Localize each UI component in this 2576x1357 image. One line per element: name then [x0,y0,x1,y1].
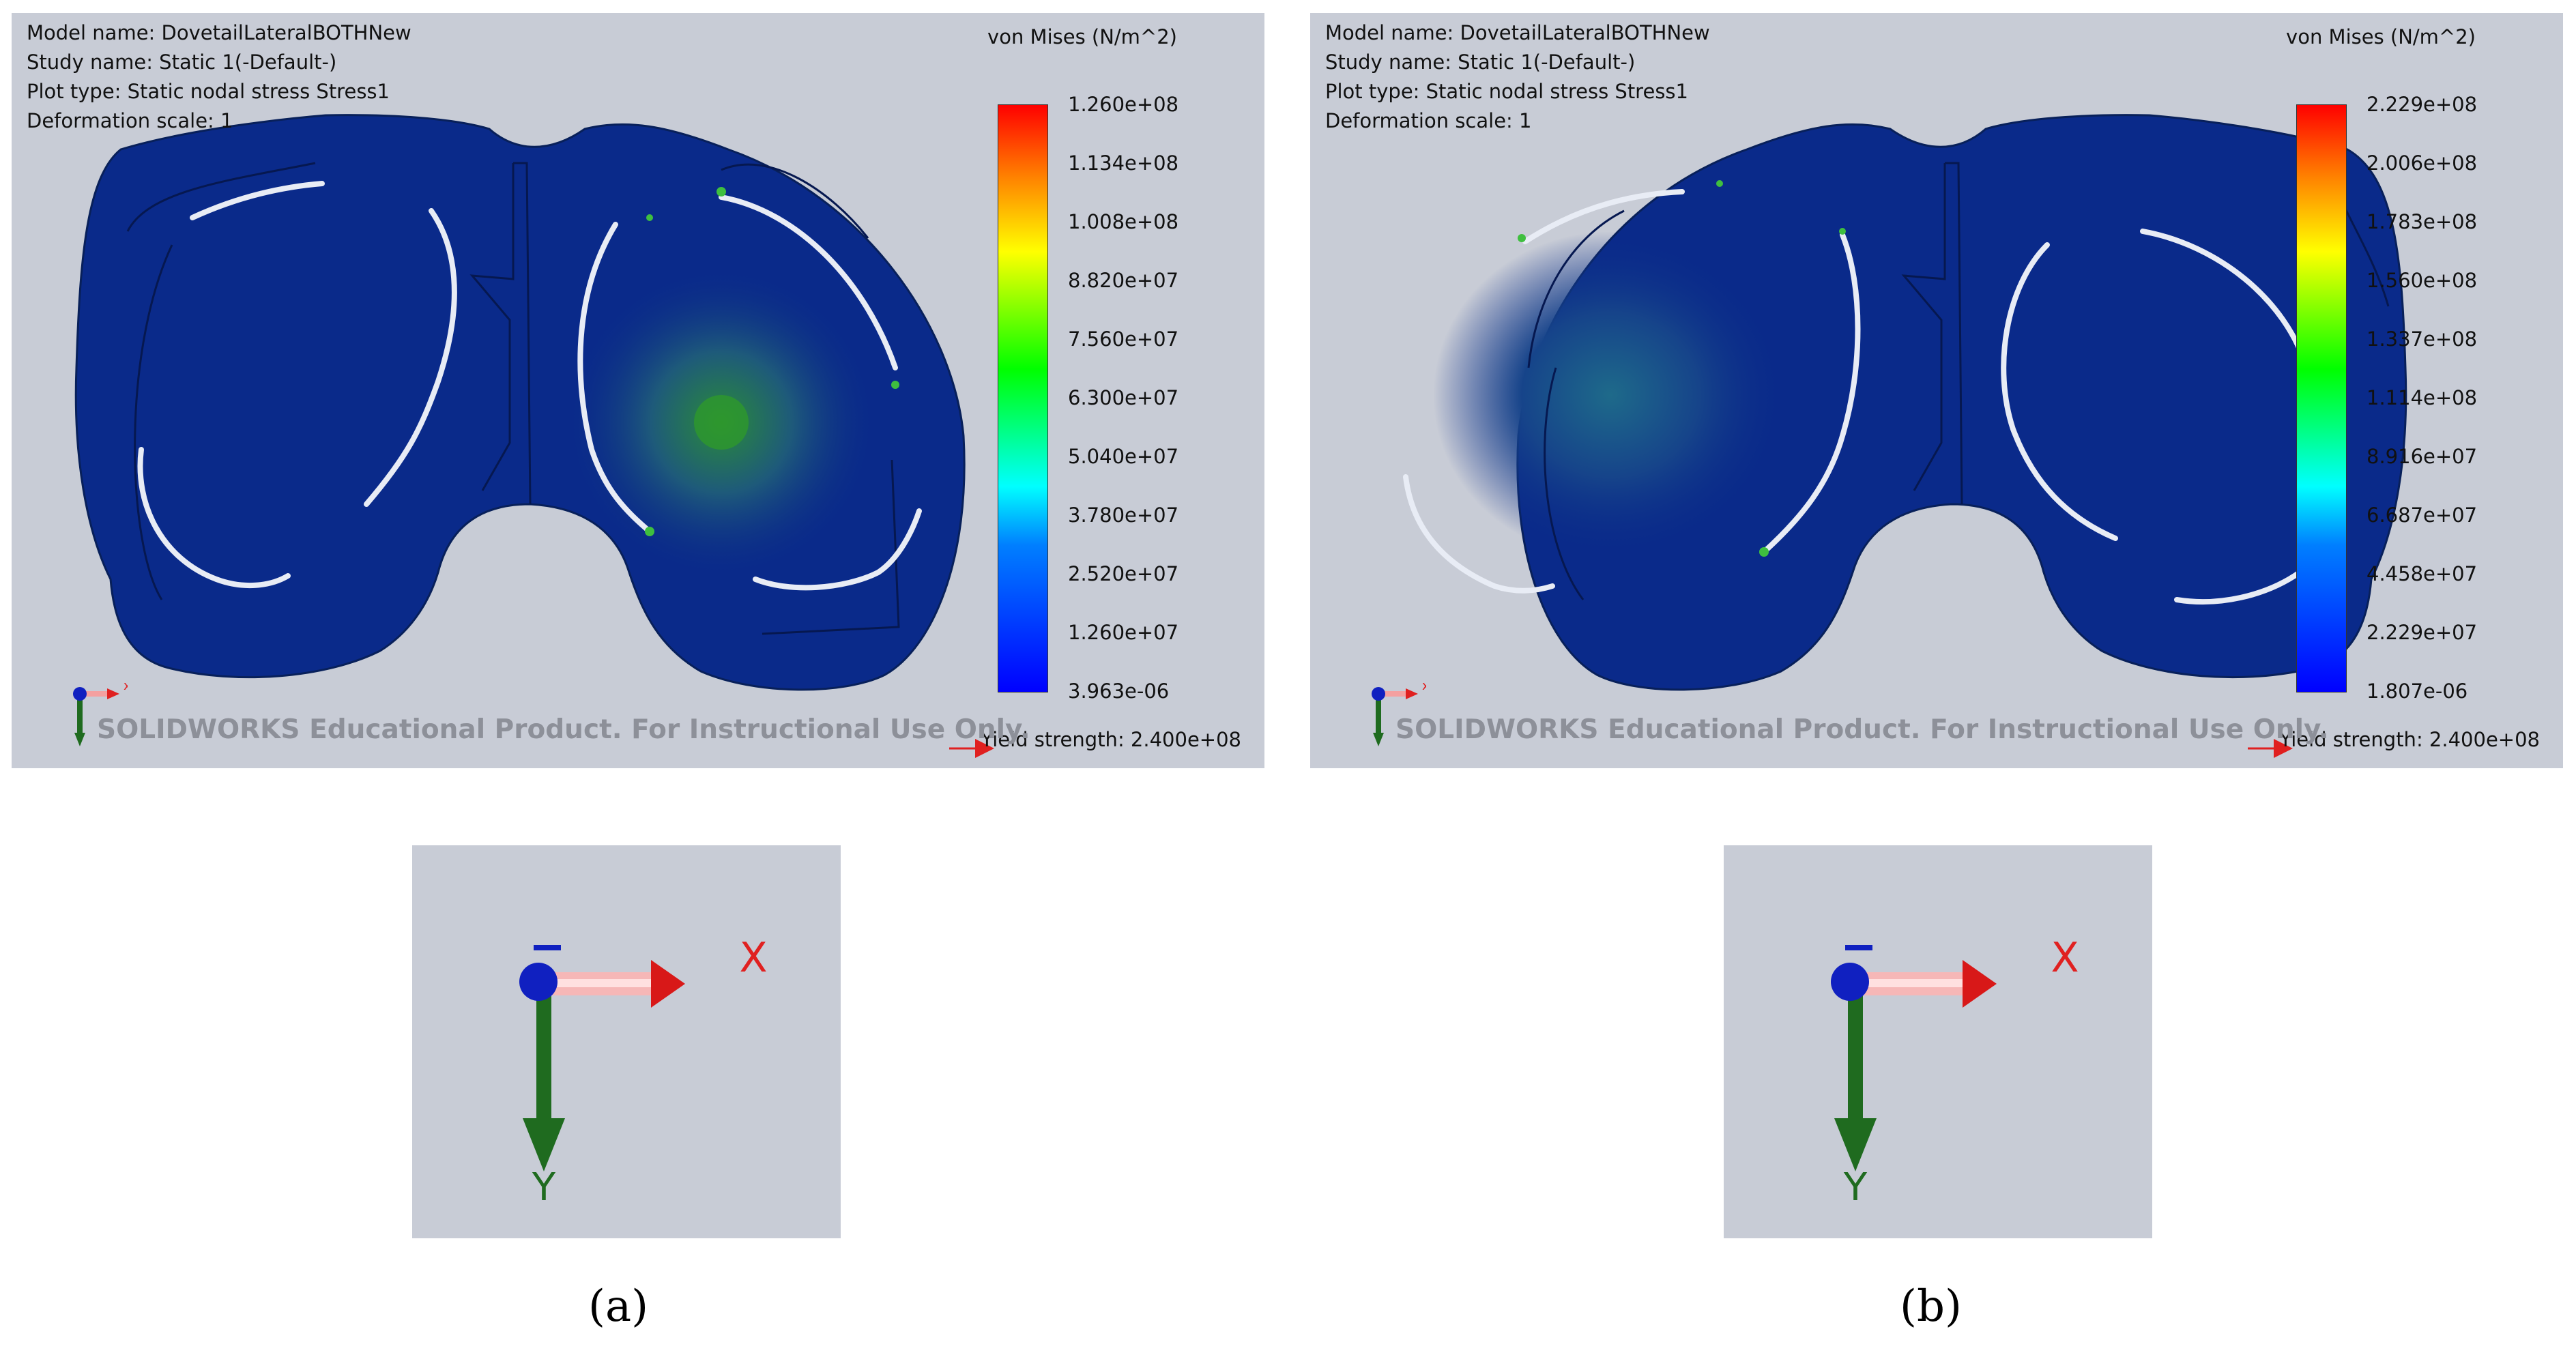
mini-triad-icon[interactable]: x [53,668,128,750]
plot-type-label: Plot type: Static nodal stress Stress1 [1325,80,1688,103]
model-name-label: Model name: DovetailLateralBOTHNew [27,21,411,44]
legend-tick: 8.916e+07 [2367,445,2478,468]
yield-arrow-icon [2248,739,2293,758]
legend-tick: 1.134e+08 [1068,151,1179,175]
legend-tick: 3.963e-06 [1068,680,1170,703]
legend-title-b: von Mises (N/m^2) [2286,25,2476,48]
legend-tick: 1.337e+08 [2367,327,2478,351]
legend-tick: 2.229e+07 [2367,621,2478,644]
legend-tick: 4.458e+07 [2367,562,2478,585]
axis-triad-zoom-a: X Y [412,845,841,1238]
mini-triad-icon[interactable]: x [1351,668,1426,750]
legend-title-a: von Mises (N/m^2) [987,25,1177,48]
triad-x-label: X [739,934,767,982]
dovetail-joint-b [1901,162,1963,505]
legend-tick: 1.807e-06 [2367,680,2468,703]
color-scale-bar-a [998,104,1048,692]
legend-tick: 8.820e+07 [1068,269,1179,292]
study-name-label: Study name: Static 1(-Default-) [27,50,337,74]
legend-tick: 6.300e+07 [1068,386,1179,409]
legend-tick: 1.783e+08 [2367,210,2478,233]
dovetail-joint-a [469,162,532,505]
deformation-scale-label: Deformation scale: 1 [27,109,233,132]
triad-y-label: Y [532,1165,556,1210]
triad-x-label: X [2051,934,2079,982]
yield-strength-label: Yield strength: 2.400e+08 [2279,728,2540,751]
legend-tick: 1.114e+08 [2367,386,2478,409]
legend-tick: 1.260e+08 [1068,93,1179,116]
model-view-a [74,114,966,691]
plot-type-label: Plot type: Static nodal stress Stress1 [27,80,390,103]
caption-a: (a) [588,1281,649,1332]
axis-triad-icon: X Y [519,934,768,1210]
legend-tick: 3.780e+07 [1068,504,1179,527]
watermark: SOLIDWORKS Educational Product. For Inst… [97,714,1030,745]
caption-b: (b) [1900,1281,1962,1332]
model-name-label: Model name: DovetailLateralBOTHNew [1325,21,1710,44]
triad-y-label: Y [1843,1165,1868,1210]
study-info-b: Model name: DovetailLateralBOTHNew Study… [1325,18,1710,136]
stress-plot-b[interactable]: Model name: DovetailLateralBOTHNew Study… [1310,13,2563,768]
legend-tick: 7.560e+07 [1068,327,1179,351]
legend-tick: 2.520e+07 [1068,562,1179,585]
study-info-a: Model name: DovetailLateralBOTHNew Study… [27,18,411,136]
legend-tick: 2.229e+08 [2367,93,2478,116]
study-name-label: Study name: Static 1(-Default-) [1325,50,1636,74]
mini-triad-x-label: x [1422,679,1426,693]
legend-tick: 1.560e+08 [2367,269,2478,292]
axis-triad-icon: X Y [1831,934,2079,1210]
deformation-scale-label: Deformation scale: 1 [1325,109,1532,132]
legend-tick: 6.687e+07 [2367,504,2478,527]
axis-triad-zoom-b: X Y [1724,845,2152,1238]
legend-tick: 1.260e+07 [1068,621,1179,644]
color-scale-bar-b [2296,104,2347,692]
legend-tick: 5.040e+07 [1068,445,1179,468]
mini-triad-x-label: x [124,679,128,693]
yield-strength-label: Yield strength: 2.400e+08 [981,728,1241,751]
model-view-b [1403,114,2407,691]
watermark: SOLIDWORKS Educational Product. For Inst… [1395,714,2329,745]
yield-arrow-icon [949,739,994,758]
stress-plot-a[interactable]: Model name: DovetailLateralBOTHNew Study… [12,13,1264,768]
legend-tick: 2.006e+08 [2367,151,2478,175]
legend-tick: 1.008e+08 [1068,210,1179,233]
